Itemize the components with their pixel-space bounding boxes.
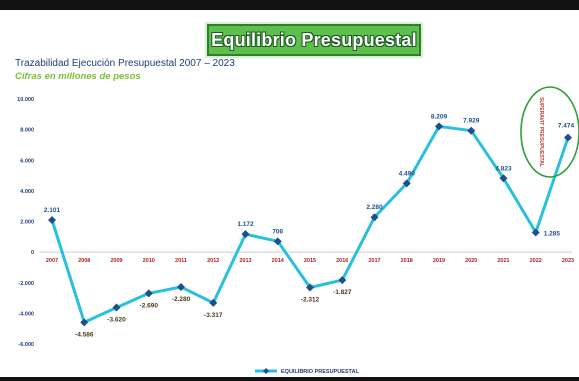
data-point xyxy=(48,215,56,224)
data-point xyxy=(435,122,443,131)
x-tick-label: 2010 xyxy=(143,258,155,264)
y-tick-label: 0 xyxy=(31,250,34,256)
banner-title-text: Equilibrio Presupuestal xyxy=(211,29,417,50)
x-tick-label: 2018 xyxy=(401,258,413,264)
y-tick-label: 8.000 xyxy=(20,128,34,134)
data-label: 1.285 xyxy=(544,230,561,237)
x-tick-label: 2012 xyxy=(207,258,219,264)
y-tick-label: 10.000 xyxy=(17,97,34,103)
x-tick-label: 2011 xyxy=(175,258,187,264)
x-tick-label: 2009 xyxy=(110,258,122,264)
data-point xyxy=(306,283,314,292)
y-tick-label: 2.000 xyxy=(20,220,34,226)
data-label: -4.586 xyxy=(75,331,94,338)
y-tick-label: -6.000 xyxy=(18,342,34,348)
x-tick-label: 2013 xyxy=(239,258,251,264)
data-label: 7.474 xyxy=(558,123,575,130)
data-point xyxy=(241,230,250,239)
data-point xyxy=(273,237,282,246)
top-border-bar xyxy=(0,0,579,10)
data-label: 2.280 xyxy=(366,204,383,211)
legend-label: EQUILIBRIO PRESUPUESTAL xyxy=(281,369,359,375)
data-label: -2.312 xyxy=(301,297,320,304)
data-label: 8.209 xyxy=(431,113,448,120)
data-point xyxy=(177,283,185,292)
y-tick-label: 4.000 xyxy=(20,189,34,195)
x-tick-label: 2015 xyxy=(304,258,316,264)
data-point xyxy=(209,298,218,307)
legend-marker-swatch xyxy=(263,368,269,374)
data-label: -3.317 xyxy=(204,312,223,319)
y-tick-label: 6.000 xyxy=(20,158,34,164)
x-tick-label: 2016 xyxy=(336,258,348,264)
data-point xyxy=(499,174,508,183)
data-point xyxy=(402,179,411,188)
data-label: -1.827 xyxy=(333,289,352,296)
data-label: 4.823 xyxy=(495,165,512,172)
annotation-text: SUPERAVIT PRESUPUESTAL xyxy=(538,97,544,167)
data-point xyxy=(467,126,476,135)
annotation-circle xyxy=(520,86,579,178)
data-point xyxy=(144,289,153,298)
x-tick-label: 2023 xyxy=(562,258,574,264)
data-point xyxy=(531,228,540,237)
data-label: 2.101 xyxy=(44,207,61,214)
x-tick-label: 2020 xyxy=(465,258,477,264)
data-label: 706 xyxy=(272,228,283,235)
data-label: -3.620 xyxy=(107,317,126,324)
data-label: 7.929 xyxy=(463,118,480,125)
data-point xyxy=(338,276,347,285)
x-tick-label: 2022 xyxy=(530,258,542,264)
data-label: 4.490 xyxy=(399,170,416,177)
series-line xyxy=(50,124,570,324)
data-label: 1.172 xyxy=(237,221,254,228)
x-tick-label: 2021 xyxy=(497,258,509,264)
x-tick-label: 2019 xyxy=(433,258,445,264)
y-tick-label: -4.000 xyxy=(18,311,34,317)
chart-subtitle: Trazabilidad Ejecución Presupuestal 2007… xyxy=(15,58,235,69)
data-point xyxy=(370,213,379,222)
x-tick-label: 2008 xyxy=(78,258,90,264)
chart-units-note: Cifras en millones de pesos xyxy=(15,71,141,82)
bottom-border-bar xyxy=(0,377,579,381)
chart-banner-title: Equilibrio Presupuestal xyxy=(207,24,421,56)
data-label: -2.690 xyxy=(140,302,159,309)
x-tick-label: 2007 xyxy=(46,258,58,264)
data-point xyxy=(80,318,89,327)
data-point xyxy=(564,133,572,142)
data-point xyxy=(112,303,121,312)
x-tick-label: 2014 xyxy=(272,258,285,264)
y-tick-label: -2.000 xyxy=(18,281,34,287)
x-tick-label: 2017 xyxy=(368,258,380,264)
data-label: -2.280 xyxy=(172,296,191,303)
